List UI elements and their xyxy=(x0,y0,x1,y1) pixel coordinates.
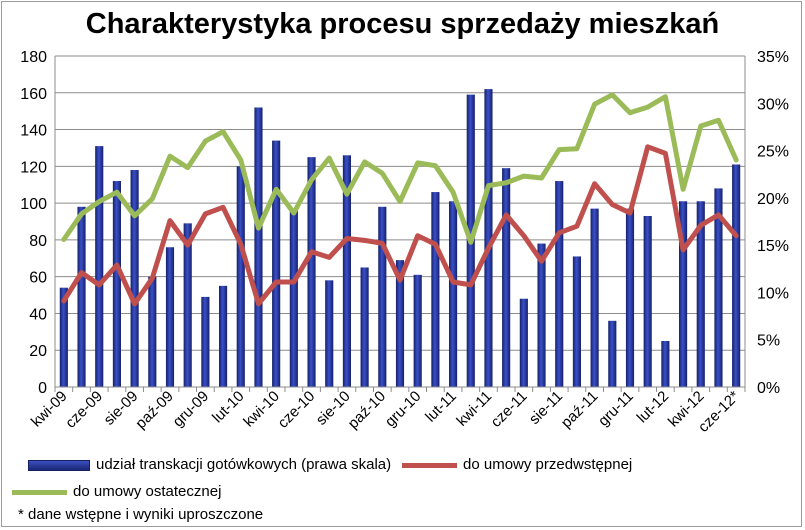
bar-lis-11 xyxy=(608,320,617,387)
x-tick-label: gru-11 xyxy=(595,388,637,430)
y-right-tick-label: 25% xyxy=(757,144,789,161)
line-series xyxy=(61,92,739,307)
bar-sty-12 xyxy=(643,215,652,387)
bar-lis-09 xyxy=(183,223,192,387)
y-left-tick-label: 180 xyxy=(20,49,47,66)
y-right-tick-label: 35% xyxy=(757,49,789,66)
bar-cze-12* xyxy=(732,164,741,387)
x-tick-label: gru-10 xyxy=(382,388,425,431)
bar-lut-10 xyxy=(236,166,245,387)
x-tick-label: cze-11 xyxy=(488,388,531,431)
x-tick-label: lut-11 xyxy=(422,388,460,426)
bar-lip-11 xyxy=(537,243,546,387)
legend-item-cash: udział transkacji gotówkowych (prawa ska… xyxy=(28,456,391,473)
line-preliminary xyxy=(61,144,739,307)
y-left-tick-label: 100 xyxy=(20,196,47,213)
bar-lip-10 xyxy=(325,280,334,387)
y-left-tick-label: 0 xyxy=(38,380,47,397)
chart-title: Charakterystyka procesu sprzedaży mieszk… xyxy=(85,8,720,40)
x-tick-label: kwi-09 xyxy=(28,388,71,431)
footnote: * dane wstępne i wyniki uproszczone xyxy=(18,506,264,523)
x-tick-label: paź-09 xyxy=(132,388,176,432)
bar-series xyxy=(59,89,741,387)
bar-paź-09 xyxy=(165,247,175,387)
legend-label-preliminary: do umowy przedwstępnej xyxy=(463,456,633,473)
bar-lut-11 xyxy=(449,201,458,387)
x-tick-label: gru-09 xyxy=(170,388,213,431)
y-right-tick-label: 0% xyxy=(757,380,780,397)
bar-maj-12 xyxy=(714,188,723,387)
bar-kwi-11 xyxy=(484,89,493,387)
bar-paź-11 xyxy=(590,208,599,387)
bar-cze-11 xyxy=(519,298,528,387)
bar-gru-10 xyxy=(413,274,422,387)
y-right-tick-label: 5% xyxy=(757,333,780,350)
bar-lut-12 xyxy=(661,341,670,387)
y-right-tick-label: 30% xyxy=(757,96,789,113)
x-tick-label: kwi-11 xyxy=(453,388,495,430)
bar-cze-09 xyxy=(95,146,104,387)
y-left-tick-label: 160 xyxy=(20,86,47,103)
line-final xyxy=(61,92,739,245)
bar-gru-09 xyxy=(201,296,210,387)
legend-label-final: do umowy ostatecznej xyxy=(73,483,222,500)
legend-line-swatch-green xyxy=(12,489,67,495)
y-left-tick-label: 120 xyxy=(20,159,47,176)
bar-wrz-09 xyxy=(148,276,157,387)
bar-sie-10 xyxy=(342,155,351,387)
x-tick-label: kwi-10 xyxy=(240,388,283,431)
bar-lis-10 xyxy=(395,260,405,387)
bar-mar-10 xyxy=(254,107,263,387)
bar-wrz-10 xyxy=(360,267,369,387)
bar-wrz-11 xyxy=(572,256,581,387)
y-right-tick-label: 10% xyxy=(757,285,789,302)
bar-sie-09 xyxy=(130,170,139,387)
bar-cze-10 xyxy=(307,157,316,387)
y-left-tick-label: 40 xyxy=(29,306,47,323)
bar-kwi-12 xyxy=(696,201,705,387)
y-right-tick-label: 15% xyxy=(757,238,789,255)
bar-paź-10 xyxy=(378,206,387,387)
bar-maj-10 xyxy=(289,208,298,387)
y-left-tick-label: 80 xyxy=(29,233,47,250)
bar-kwi-10 xyxy=(272,140,281,387)
bar-lip-09 xyxy=(112,181,121,387)
bar-sty-10 xyxy=(219,285,228,387)
bar-sie-11 xyxy=(555,181,564,387)
bar-sty-11 xyxy=(431,192,440,387)
x-tick-label: paź-10 xyxy=(345,388,389,432)
y-left-tick-label: 140 xyxy=(20,123,47,140)
legend-bar-swatch xyxy=(28,459,90,471)
y-left-tick-label: 60 xyxy=(29,270,47,287)
y-right-tick-label: 20% xyxy=(757,191,789,208)
legend-item-preliminary: do umowy przedwstępnej xyxy=(402,456,632,473)
legend-item-final: do umowy ostatecznej xyxy=(12,483,221,500)
bar-mar-12 xyxy=(679,201,688,387)
x-tick-label: cze-09 xyxy=(62,388,106,432)
bar-gru-11 xyxy=(625,208,635,387)
bar-maj-11 xyxy=(502,168,511,387)
legend-label-cash: udział transkacji gotówkowych (prawa ska… xyxy=(96,456,392,473)
x-tick-label: paź-11 xyxy=(558,388,602,432)
legend-line-swatch-red xyxy=(402,462,457,468)
bar-kwi-09 xyxy=(59,287,68,387)
x-tick-label: cze-10 xyxy=(275,388,319,432)
bar-maj-09 xyxy=(77,206,86,387)
y-left-tick-label: 20 xyxy=(29,343,47,360)
